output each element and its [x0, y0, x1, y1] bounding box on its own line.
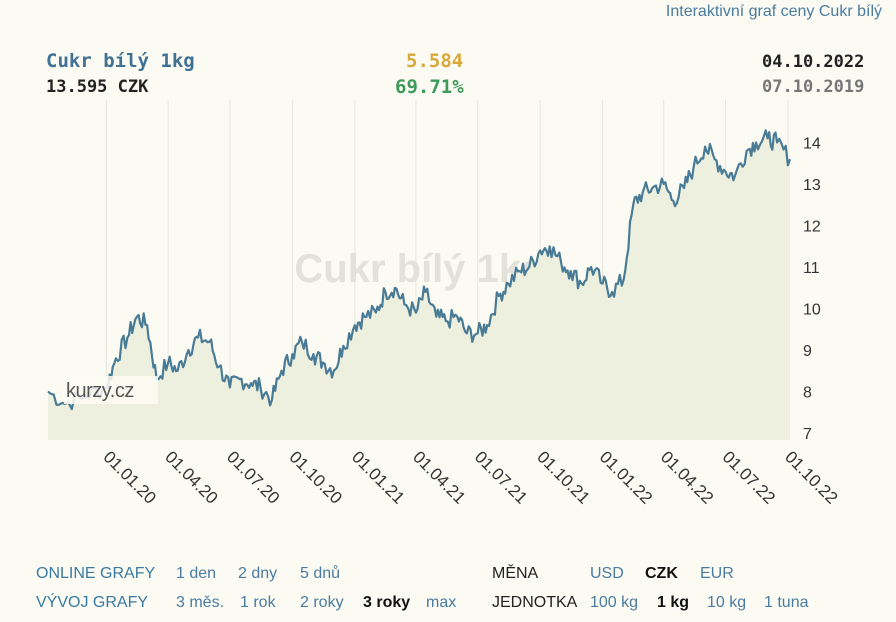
y-axis: 7 8 9 10 11 12 13 14 — [803, 136, 821, 444]
history-charts-row: VÝVOJ GRAFY 3 měs. 1 rok 2 roky 3 roky m… — [0, 594, 896, 616]
logo-text: kurzy.cz — [66, 380, 134, 402]
range-3-months[interactable]: 3 měs. — [176, 594, 225, 611]
online-charts-label: ONLINE GRAFY — [36, 565, 156, 582]
y-tick-label: 13 — [803, 177, 821, 194]
commodity-name: Cukr bílý 1kg — [46, 50, 195, 72]
range-5-days[interactable]: 5 dnů — [300, 565, 341, 582]
currency-label: MĚNA — [492, 565, 539, 582]
watermark: Cukr bílý 1kg — [294, 247, 545, 291]
price-area — [48, 130, 790, 440]
unit-100kg[interactable]: 100 kg — [590, 594, 639, 611]
x-tick-label: 01.01.20 — [100, 447, 160, 507]
history-charts-label: VÝVOJ GRAFY — [36, 594, 149, 611]
y-tick-label: 12 — [803, 219, 821, 236]
x-tick-label: 01.07.20 — [223, 447, 283, 507]
currency-eur[interactable]: EUR — [700, 565, 734, 582]
online-charts-row: ONLINE GRAFY 1 den 2 dny 5 dnů MĚNA USD … — [0, 565, 896, 587]
range-max[interactable]: max — [426, 594, 457, 611]
price-line — [47, 129, 792, 411]
y-tick-label: 11 — [803, 260, 820, 277]
range-2-years[interactable]: 2 roky — [300, 594, 344, 611]
range-2-days[interactable]: 2 dny — [238, 565, 278, 582]
change-absolute: 5.584 — [406, 50, 464, 72]
y-tick-label: 9 — [803, 343, 812, 360]
date-end: 04.10.2022 — [762, 52, 865, 72]
range-1-day[interactable]: 1 den — [176, 565, 217, 582]
x-tick-label: 01.07.22 — [719, 447, 779, 507]
unit-label: JEDNOTKA — [492, 594, 578, 611]
date-start: 07.10.2019 — [762, 77, 865, 97]
x-tick-label: 01.04.21 — [409, 447, 469, 507]
x-tick-label: 01.04.22 — [657, 447, 717, 507]
range-3-years[interactable]: 3 roky — [363, 594, 411, 611]
interactive-chart-link[interactable]: Interaktivní graf ceny Cukr bílý — [665, 3, 882, 20]
x-tick-label: 01.04.20 — [161, 447, 221, 507]
y-tick-label: 7 — [803, 426, 812, 443]
y-tick-label: 14 — [803, 136, 821, 153]
x-tick-label: 01.10.22 — [781, 447, 841, 507]
kurzy-logo: kurzy.cz — [64, 376, 158, 404]
x-tick-label: 01.01.22 — [596, 447, 656, 507]
x-tick-label: 01.10.21 — [533, 447, 593, 507]
unit-1-tuna[interactable]: 1 tuna — [764, 594, 809, 611]
x-tick-label: 01.10.20 — [286, 447, 346, 507]
range-1-year[interactable]: 1 rok — [240, 594, 276, 611]
unit-1kg[interactable]: 1 kg — [657, 594, 690, 611]
currency-czk[interactable]: CZK — [645, 565, 678, 582]
x-tick-label: 01.07.21 — [471, 447, 531, 507]
change-percent: 69.71% — [395, 76, 464, 98]
current-price: 13.595 CZK — [46, 77, 149, 97]
x-axis: 01.01.20 01.04.20 01.07.20 01.10.20 01.01.21… — [100, 447, 842, 507]
x-tick-label: 01.01.21 — [348, 447, 408, 507]
unit-10kg[interactable]: 10 kg — [707, 594, 747, 611]
y-tick-label: 8 — [803, 385, 812, 402]
y-tick-label: 10 — [803, 302, 821, 319]
currency-usd[interactable]: USD — [590, 565, 624, 582]
